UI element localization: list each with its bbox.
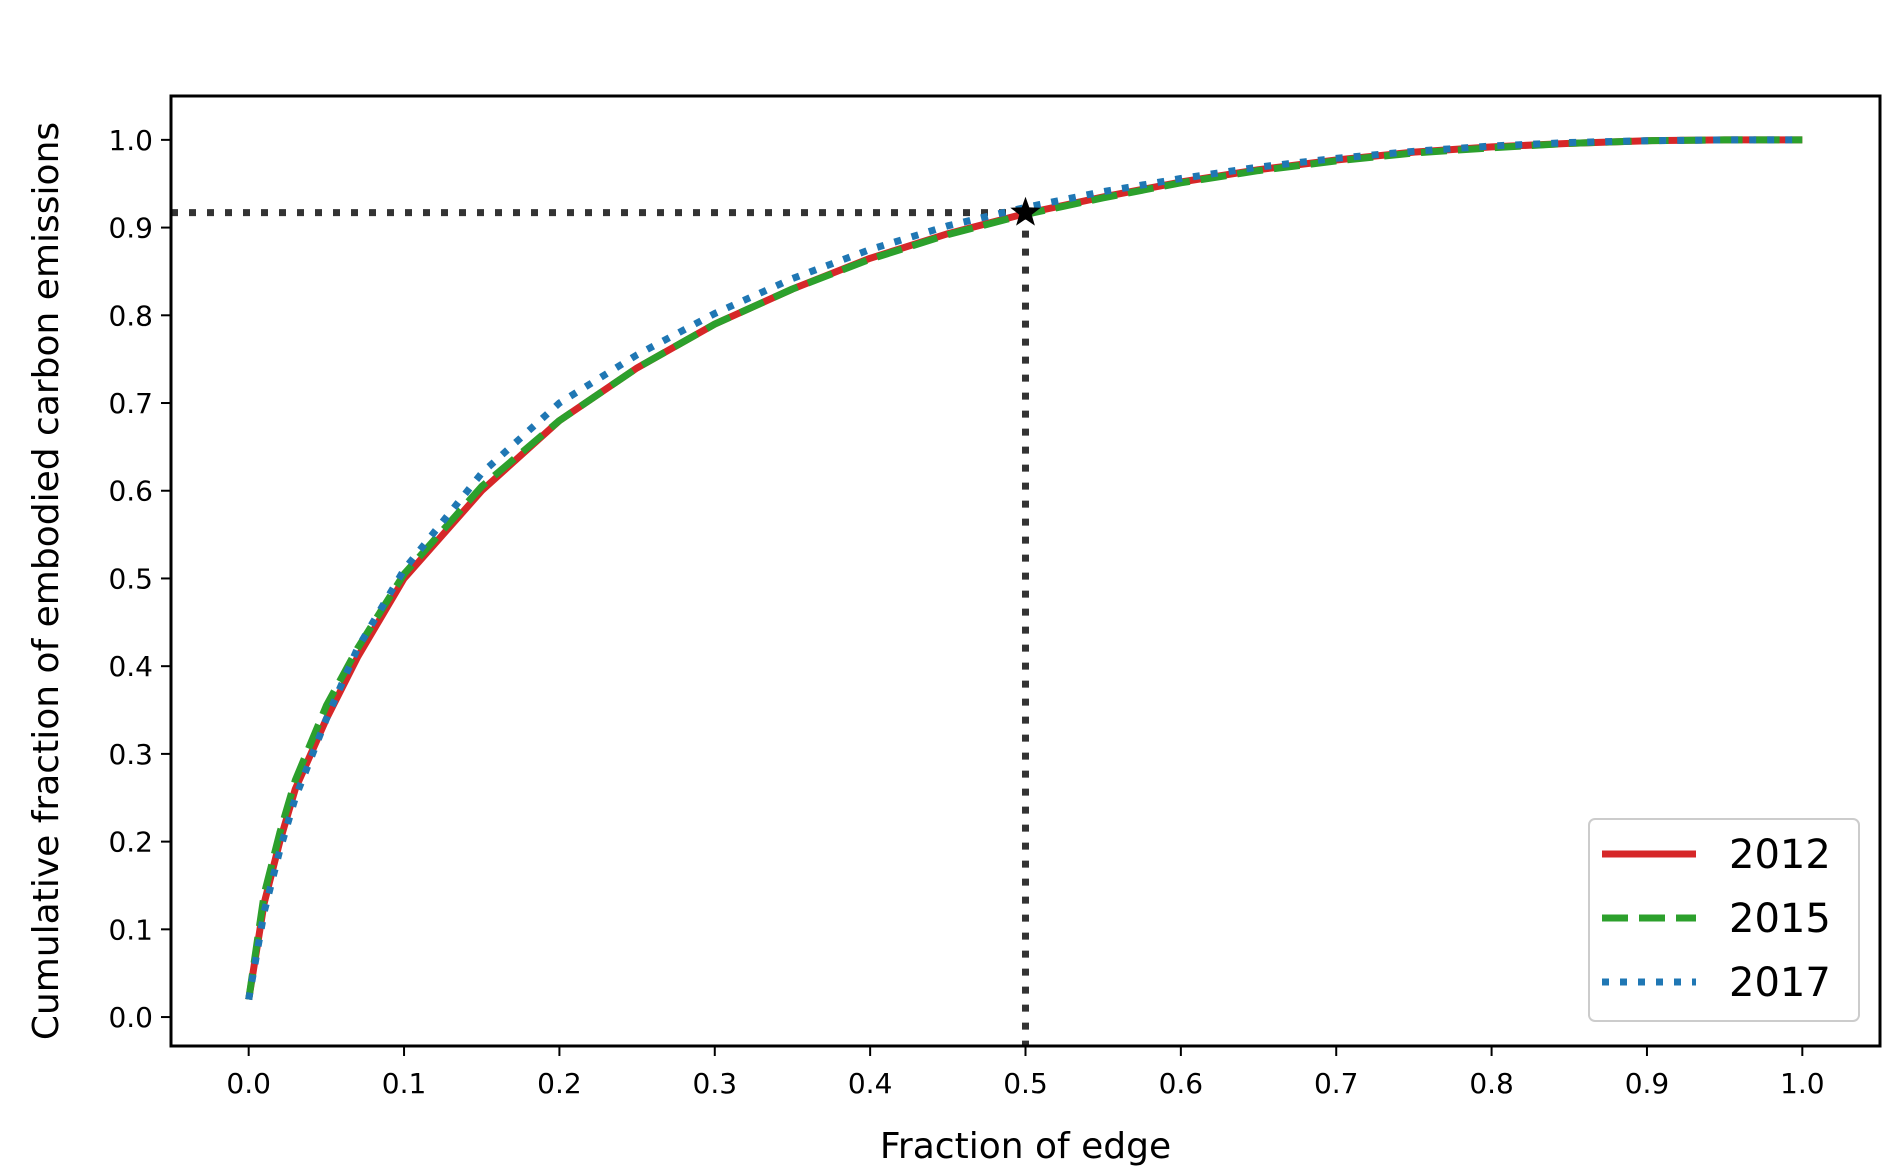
reference-marker: [1010, 196, 1041, 226]
x-tick-label: 0.0: [226, 1067, 271, 1100]
x-tick-label: 0.3: [693, 1067, 738, 1100]
y-tick-label: 0.5: [108, 562, 153, 595]
legend-items: 2012 2015 2017: [1602, 832, 1831, 1006]
legend-label-2015: 2015: [1729, 896, 1831, 942]
x-axis-label: Fraction of edge: [880, 1126, 1171, 1167]
y-axis-label: Cumulative fraction of embodied carbon e…: [26, 122, 67, 1040]
x-tick-label: 0.7: [1314, 1067, 1359, 1100]
x-tick-label: 0.8: [1469, 1067, 1514, 1100]
y-tick-label: 0.3: [108, 738, 153, 771]
x-tick-label: 0.1: [382, 1067, 427, 1100]
y-tick-label: 0.9: [108, 212, 153, 245]
x-tick-label: 0.2: [537, 1067, 582, 1100]
series-line-2017: [245, 136, 1803, 1001]
y-axis-ticks: 0.0 0.1 0.2 0.3 0.4 0.5 0.6 0.7 0.8 0.9 1.0: [108, 124, 171, 1034]
y-tick-label: 0.1: [108, 913, 153, 946]
reference-lines: [171, 209, 1029, 1046]
legend-box: [1588, 818, 1860, 1022]
y-tick-label: 1.0: [108, 124, 153, 157]
y-tick-label: 0.8: [108, 299, 153, 332]
y-tick-label: 0.0: [108, 1001, 153, 1034]
x-tick-label: 0.9: [1625, 1067, 1670, 1100]
star-marker: [1010, 196, 1041, 226]
y-tick-label: 0.4: [108, 650, 153, 683]
legend-label-2012: 2012: [1729, 832, 1831, 878]
x-tick-label: 0.5: [1003, 1067, 1048, 1100]
x-axis-ticks: 0.0 0.1 0.2 0.3 0.4 0.5 0.6 0.7 0.8 0.9 1.0: [226, 1046, 1825, 1100]
legend: 2012 2015 2017: [1588, 818, 1860, 1022]
series-lines: [245, 136, 1803, 1001]
series-line-2015: [245, 136, 1803, 1001]
y-tick-label: 0.2: [108, 826, 153, 859]
x-tick-label: 0.6: [1159, 1067, 1204, 1100]
x-tick-label: 1.0: [1780, 1067, 1825, 1100]
y-tick-label: 0.7: [108, 387, 153, 420]
y-tick-label: 0.6: [108, 475, 153, 508]
legend-label-2017: 2017: [1729, 960, 1831, 1006]
x-tick-label: 0.4: [848, 1067, 893, 1100]
